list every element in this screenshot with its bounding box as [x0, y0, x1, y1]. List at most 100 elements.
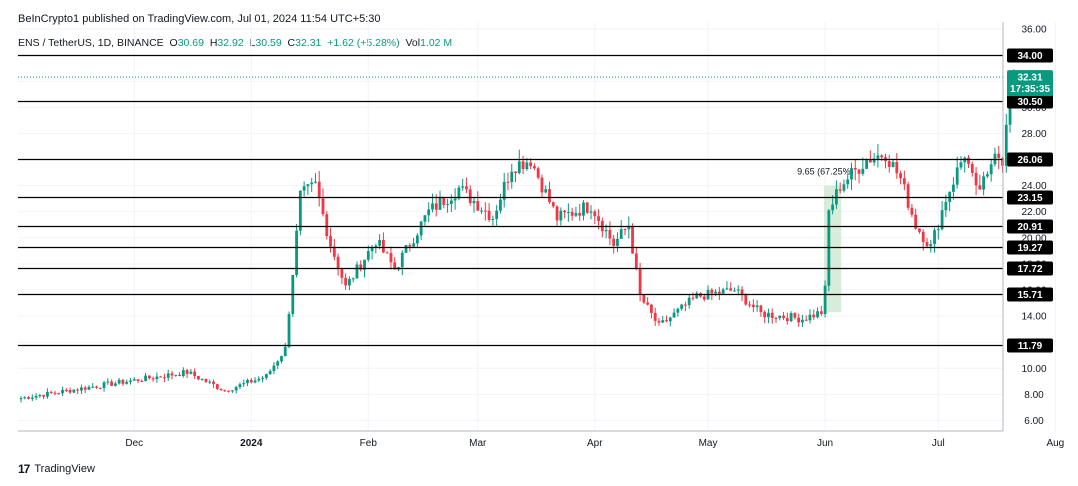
candle-body	[751, 304, 755, 308]
candle-body	[336, 256, 340, 270]
symbol-pair[interactable]: ENS / TetherUS, 1D, BINANCE	[18, 37, 164, 49]
candle-body	[714, 291, 717, 294]
candle-body	[563, 210, 566, 213]
candle-body	[238, 384, 242, 388]
candle-body	[944, 201, 948, 211]
candle-body	[87, 386, 91, 390]
candle-body	[653, 312, 657, 321]
candle-body	[155, 376, 159, 380]
x-tick-label: Aug	[1046, 438, 1064, 449]
candle-body	[521, 161, 525, 170]
candle-body	[797, 317, 801, 323]
candle-body	[846, 179, 850, 185]
candle-body	[921, 231, 925, 242]
candle-body	[816, 311, 819, 318]
candle-body	[159, 376, 163, 378]
candle-body	[427, 209, 431, 216]
vol-label: Vol	[405, 37, 421, 49]
last-price-label: 32.31	[1017, 73, 1042, 84]
candle-body	[733, 290, 736, 292]
level-badge-label: 34.00	[1017, 51, 1042, 62]
candle-body	[404, 245, 408, 253]
candle-body	[974, 172, 978, 186]
candle-body	[808, 314, 812, 321]
candle-body	[725, 288, 729, 290]
candle-body	[789, 313, 793, 322]
close-value: 32.31	[295, 37, 322, 49]
candle-body	[306, 184, 310, 187]
level-badge	[1007, 240, 1053, 255]
candle-body	[234, 387, 238, 391]
candle-body	[215, 384, 219, 389]
candle-body	[823, 285, 827, 315]
candle-body	[189, 371, 193, 374]
candle-body	[891, 162, 895, 167]
candle-body	[113, 383, 117, 386]
candle-body	[740, 289, 744, 295]
candle-body	[64, 389, 68, 391]
candle-body	[465, 186, 468, 190]
candle-body	[857, 169, 861, 174]
candle-body	[295, 230, 298, 275]
candle-body	[374, 245, 378, 248]
candle-body	[782, 315, 785, 319]
candle-body	[348, 278, 351, 286]
candle-body	[355, 264, 359, 279]
level-badge-label: 26.06	[1017, 155, 1042, 166]
candle-body	[415, 235, 419, 244]
candle-body	[49, 391, 53, 393]
candle-body	[23, 397, 27, 399]
candle-body	[865, 159, 868, 169]
candle-body	[517, 161, 521, 174]
candle-body	[861, 168, 865, 174]
candle-body	[661, 320, 665, 323]
candle-body	[650, 304, 653, 313]
candle-body	[918, 228, 921, 232]
candle-body	[936, 229, 940, 231]
candle-body	[695, 293, 699, 299]
candle-body	[389, 253, 393, 263]
tradingview-footer[interactable]: 17 TradingView	[18, 462, 95, 476]
level-badge-label: 20.91	[1017, 222, 1042, 233]
candle-body	[638, 268, 642, 295]
level-badge-label: 15.71	[1017, 290, 1042, 301]
candle-body	[174, 374, 178, 376]
candle-body	[940, 210, 944, 230]
change-value: +1.62 (+5.28%)	[327, 37, 400, 49]
level-badge-label: 17.72	[1017, 264, 1042, 275]
candle-body	[548, 189, 551, 203]
candle-body	[106, 381, 110, 383]
candle-body	[540, 177, 544, 193]
candle-body	[461, 186, 465, 188]
candle-body	[125, 381, 129, 384]
candle-body	[604, 229, 608, 232]
level-badge-label: 11.79	[1018, 341, 1043, 352]
candle-body	[634, 253, 638, 269]
candle-body	[344, 277, 348, 286]
candle-body	[261, 377, 264, 379]
candle-body	[831, 204, 835, 211]
candle-body	[298, 190, 302, 231]
candle-body	[91, 386, 95, 388]
candle-body	[370, 247, 374, 252]
tradingview-brand: TradingView	[34, 463, 95, 475]
candle-body	[502, 181, 506, 200]
y-tick-label: 36.00	[1021, 25, 1046, 36]
candle-body	[264, 374, 268, 378]
candle-body	[642, 294, 646, 303]
candle-body	[419, 221, 423, 236]
candle-body	[61, 389, 64, 394]
symbol-ohlc-line: ENS / TetherUS, 1D, BINANCE O30.69 H32.9…	[18, 37, 452, 49]
y-tick-label: 6.00	[1024, 416, 1044, 427]
candle-body	[925, 241, 929, 247]
candle-body	[710, 289, 714, 294]
candle-body	[774, 317, 778, 319]
candle-body	[574, 212, 578, 216]
candle-body	[952, 184, 955, 192]
candle-body	[555, 206, 559, 221]
candle-body	[212, 381, 215, 385]
candle-body	[623, 229, 627, 231]
candle-body	[378, 239, 382, 246]
candle-body	[446, 203, 449, 205]
